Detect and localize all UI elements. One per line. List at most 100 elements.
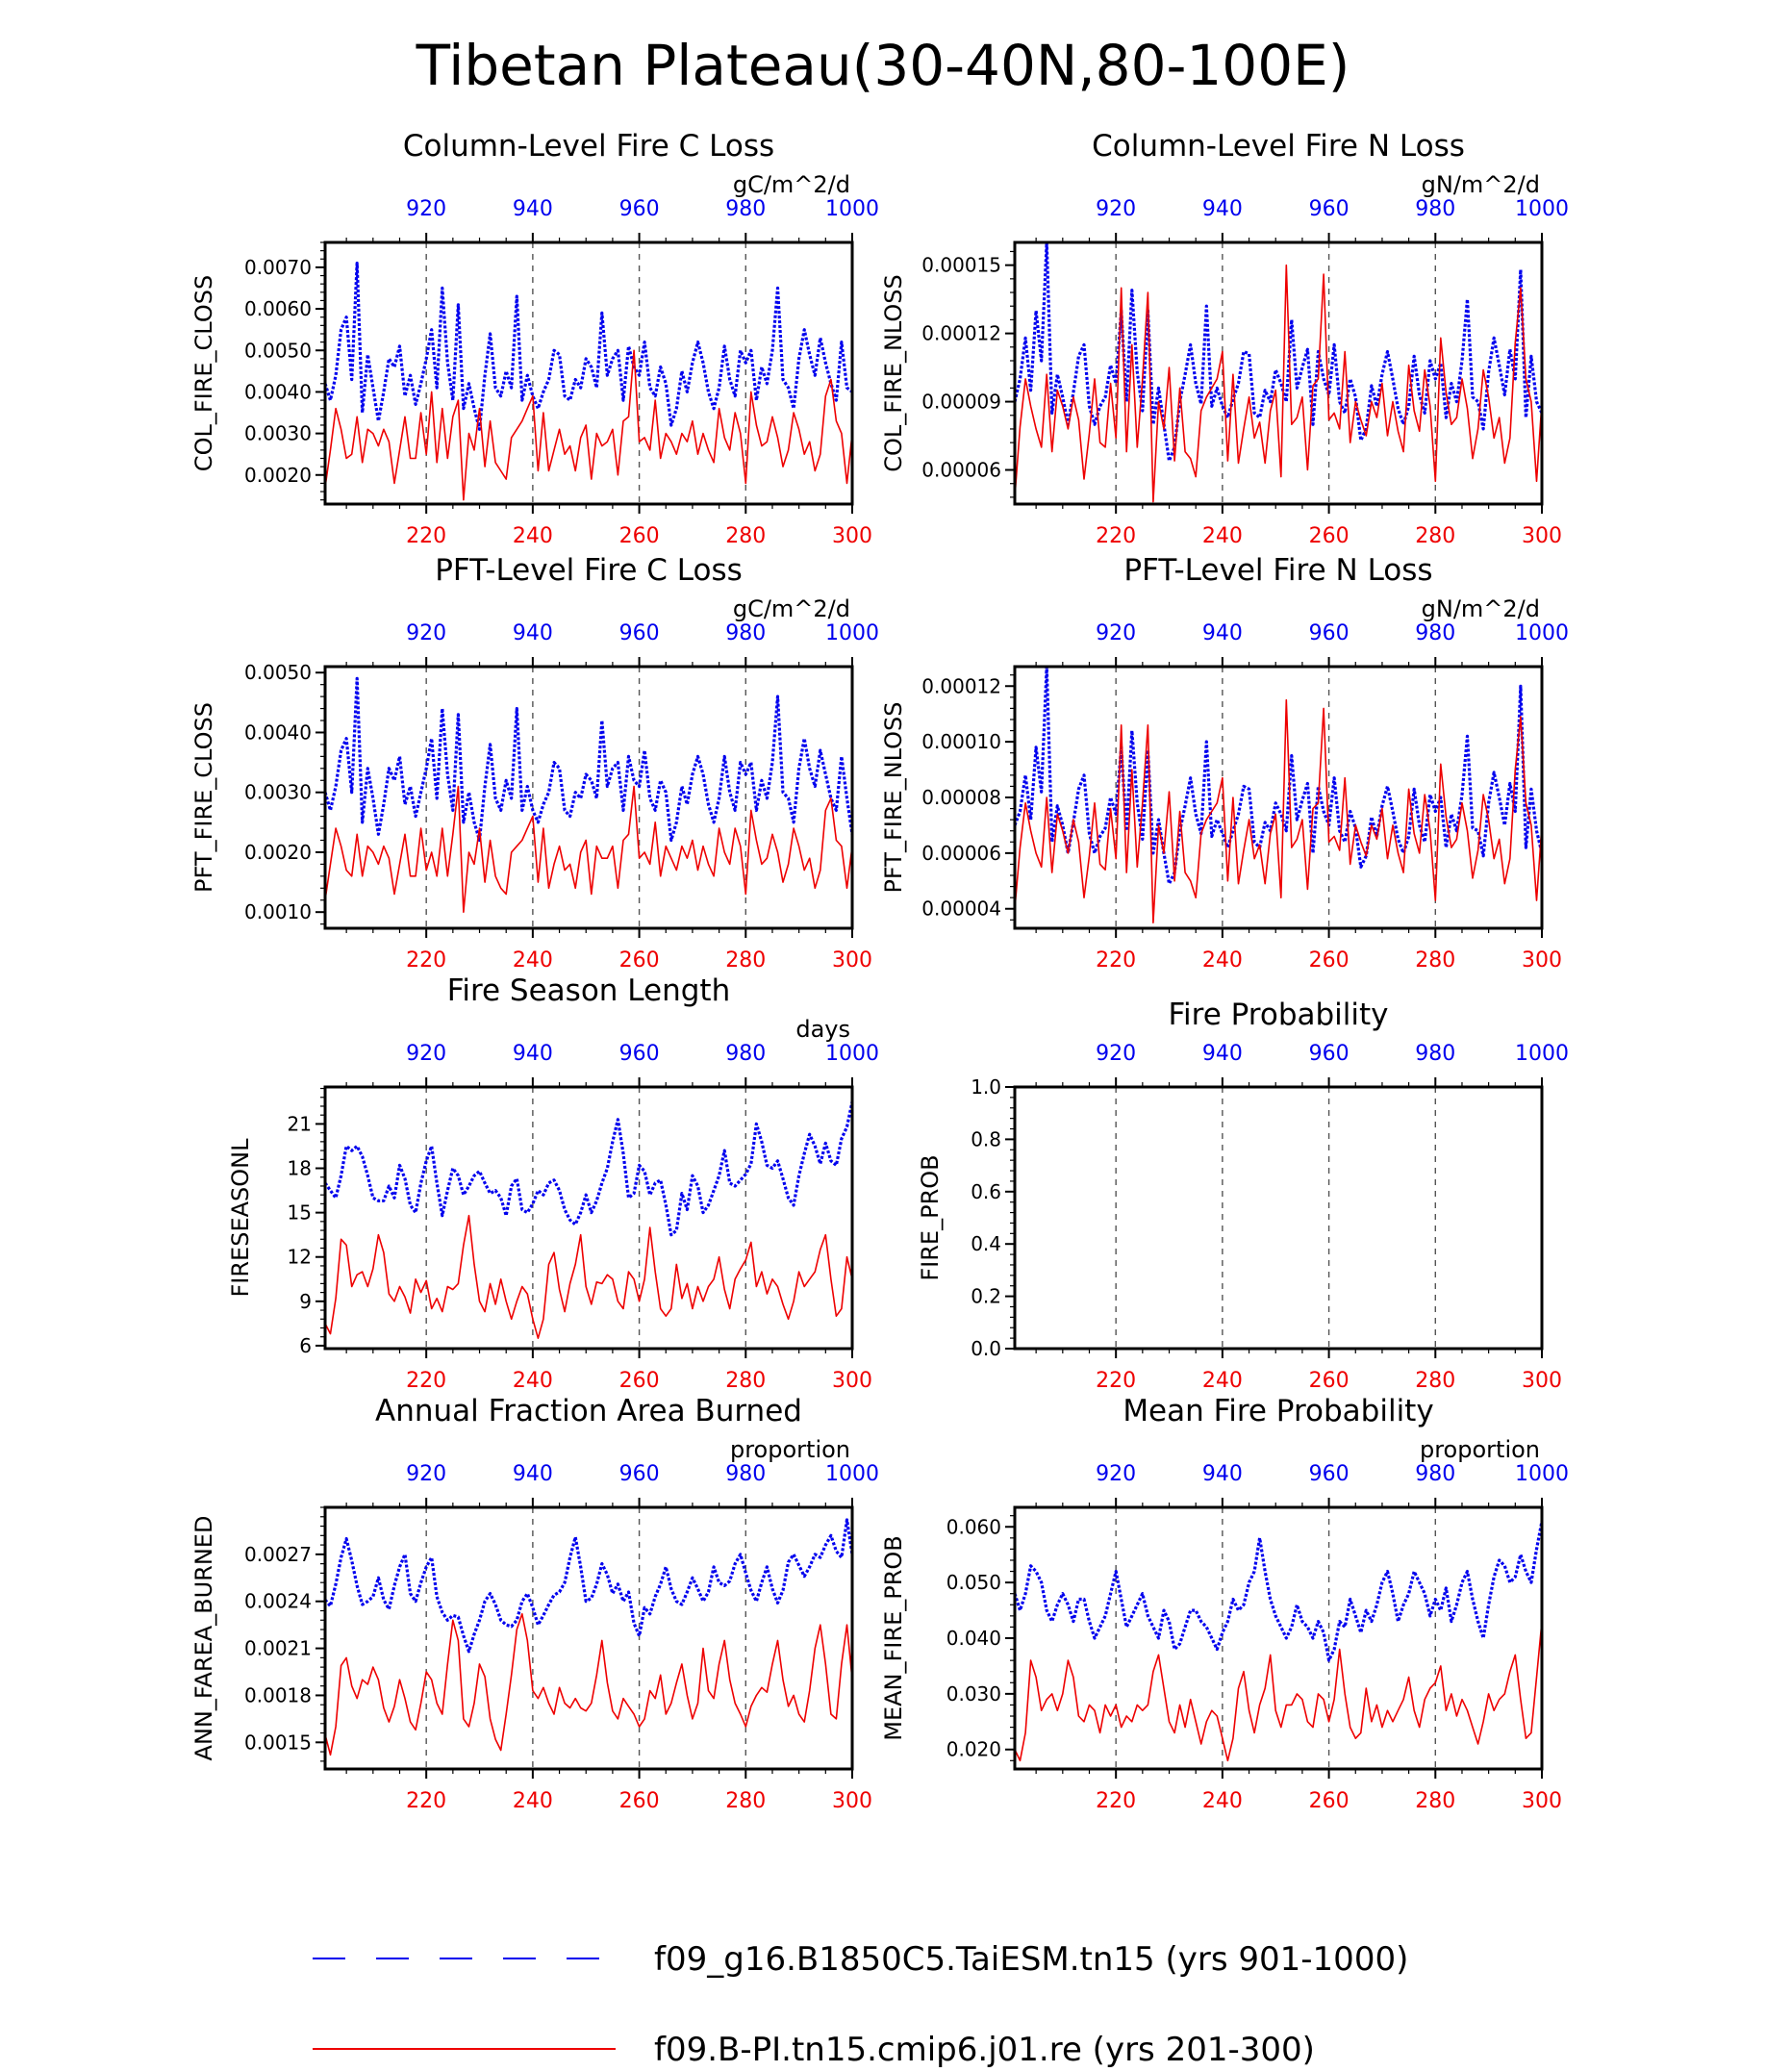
panel-title: Annual Fraction Area Burned (375, 1394, 802, 1428)
x-tick-label-top: 920 (406, 1462, 446, 1486)
x-tick-label-bottom: 300 (1522, 1789, 1562, 1813)
y-tick-label: 0.0030 (244, 422, 312, 445)
units-label: days (795, 1016, 850, 1043)
x-tick-label-top: 960 (619, 197, 660, 221)
y-tick-label: 0.0027 (244, 1543, 312, 1566)
x-tick-label-top: 940 (1202, 197, 1243, 221)
y-tick-label: 0.0030 (244, 781, 312, 804)
x-tick-label-bottom: 260 (619, 1789, 660, 1813)
series-line-red (325, 1214, 852, 1339)
y-tick-label: 15 (288, 1201, 312, 1225)
x-tick-label-top: 960 (619, 1042, 660, 1066)
series-line-blue (325, 1101, 852, 1237)
x-tick-label-top: 920 (406, 1042, 446, 1066)
y-tick-label: 21 (288, 1112, 312, 1135)
y-axis-label: PFT_FIRE_CLOSS (190, 702, 217, 893)
x-tick-label-top: 940 (513, 1462, 553, 1486)
x-tick-label-top: 920 (406, 621, 446, 645)
x-tick-label-top: 940 (513, 1042, 553, 1066)
x-tick-label-bottom: 300 (832, 948, 872, 973)
panel-0: Column-Level Fire C Loss gC/m^2/d 0.0020 0.… (190, 129, 879, 548)
x-tick-label-bottom: 280 (725, 1789, 766, 1813)
units-label: gC/m^2/d (733, 595, 850, 622)
y-tick-label: 0.0040 (244, 720, 312, 744)
x-tick-label-bottom: 220 (1096, 524, 1136, 548)
y-tick-label: 0.040 (946, 1627, 1001, 1650)
x-tick-label-top: 960 (619, 621, 660, 645)
y-tick-label: 0.00004 (921, 897, 1001, 921)
legend: f09_g16.B1850C5.TaiESM.tn15 (yrs 901-100… (313, 1940, 1408, 2069)
y-tick-label: 0.0024 (244, 1590, 312, 1613)
series-line-red (325, 1613, 852, 1756)
series-line-red (325, 785, 852, 914)
x-tick-label-top: 980 (725, 1042, 766, 1066)
x-tick-label-top: 980 (1415, 621, 1455, 645)
y-axis-label: COL_FIRE_CLOSS (190, 275, 217, 471)
y-tick-label: 0.0 (971, 1337, 1001, 1360)
units-label: gN/m^2/d (1422, 595, 1540, 622)
x-tick-label-top: 920 (1096, 621, 1136, 645)
series-line-blue (1015, 242, 1542, 463)
y-tick-label: 0.0020 (244, 841, 312, 864)
x-tick-label-bottom: 280 (1415, 524, 1455, 548)
series-line-blue (325, 262, 852, 431)
x-tick-label-top: 1000 (825, 1462, 879, 1486)
x-tick-label-bottom: 240 (513, 948, 553, 973)
x-tick-label-bottom: 220 (406, 1369, 446, 1393)
x-tick-label-bottom: 300 (1522, 948, 1562, 973)
x-tick-label-bottom: 280 (1415, 948, 1455, 973)
plot-frame (323, 1085, 854, 1351)
panel-title: Column-Level Fire C Loss (403, 129, 774, 164)
series-line-red (1015, 698, 1542, 924)
legend-label-red: f09.B-PI.tn15.cmip6.j01.re (yrs 201-300) (654, 2031, 1315, 2069)
y-tick-label: 0.0050 (244, 661, 312, 684)
x-tick-label-top: 920 (1096, 197, 1136, 221)
y-tick-label: 0.00006 (921, 842, 1001, 865)
y-tick-label: 1.0 (971, 1075, 1001, 1099)
x-tick-label-bottom: 260 (619, 1369, 660, 1393)
x-tick-label-bottom: 220 (406, 948, 446, 973)
panels-group: Column-Level Fire C Loss gC/m^2/d 0.0020 0.… (190, 129, 1569, 1813)
x-tick-label-top: 920 (1096, 1462, 1136, 1486)
panel-3: PFT-Level Fire N Loss gN/m^2/d 0.00004 0.00… (880, 553, 1569, 973)
y-axis-label: FIRESEASONL (227, 1138, 254, 1298)
x-tick-label-top: 1000 (1515, 197, 1569, 221)
panel-5: Fire Probability 0.0 0.2 0.4 0.6 0.8 1.0 220 240… (917, 998, 1569, 1393)
x-tick-label-top: 940 (513, 197, 553, 221)
y-tick-label: 0.0018 (244, 1683, 312, 1706)
series-line-blue (325, 1518, 852, 1654)
y-tick-label: 0.0060 (244, 297, 312, 320)
x-tick-label-bottom: 300 (832, 1369, 872, 1393)
x-tick-label-bottom: 300 (1522, 524, 1562, 548)
units-label: proportion (1420, 1436, 1540, 1463)
x-tick-label-bottom: 260 (619, 524, 660, 548)
y-tick-label: 0.020 (946, 1738, 1001, 1761)
series-line-blue (1015, 667, 1542, 886)
y-tick-label: 0.0021 (244, 1637, 312, 1660)
units-label: proportion (730, 1436, 850, 1463)
x-tick-label-bottom: 300 (832, 1789, 872, 1813)
y-tick-label: 0.8 (971, 1127, 1001, 1150)
x-tick-label-bottom: 280 (725, 948, 766, 973)
x-tick-label-bottom: 300 (1522, 1369, 1562, 1393)
x-tick-label-top: 960 (1309, 1042, 1350, 1066)
units-label: gC/m^2/d (733, 171, 850, 198)
y-tick-label: 6 (299, 1334, 312, 1357)
x-tick-label-bottom: 220 (1096, 1369, 1136, 1393)
x-tick-label-top: 960 (1309, 621, 1350, 645)
y-tick-label: 0.00012 (921, 322, 1001, 345)
x-tick-label-bottom: 260 (1309, 1789, 1350, 1813)
x-tick-label-bottom: 220 (1096, 1789, 1136, 1813)
x-tick-label-top: 940 (1202, 621, 1243, 645)
x-tick-label-top: 980 (1415, 197, 1455, 221)
x-tick-label-bottom: 240 (513, 524, 553, 548)
x-tick-label-top: 1000 (1515, 1462, 1569, 1486)
y-tick-label: 18 (288, 1157, 312, 1180)
x-tick-label-top: 920 (406, 197, 446, 221)
panel-title: PFT-Level Fire C Loss (435, 553, 743, 588)
x-tick-label-top: 980 (725, 197, 766, 221)
y-axis-label: MEAN_FIRE_PROB (880, 1535, 907, 1740)
y-tick-label: 9 (299, 1290, 312, 1313)
y-tick-label: 0.00008 (921, 786, 1001, 809)
x-tick-label-bottom: 280 (1415, 1369, 1455, 1393)
